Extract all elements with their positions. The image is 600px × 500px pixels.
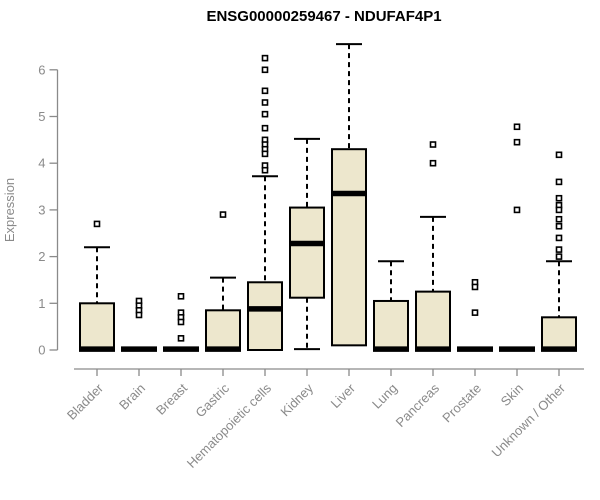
iqr-box	[373, 299, 409, 351]
outlier-point	[177, 318, 185, 326]
box-group-hematopoietic-cells	[247, 54, 283, 351]
outlier-point	[471, 309, 479, 316]
box-group-brain	[121, 297, 157, 352]
box-group-lung	[373, 260, 409, 352]
x-tick-label-skin: Skin	[498, 381, 526, 409]
x-tick-label-prostate: Prostate	[439, 381, 484, 426]
y-tick-label: 3	[38, 202, 45, 217]
x-tick-label-breast: Breast	[153, 380, 190, 417]
x-tick-label-pancreas: Pancreas	[393, 380, 443, 430]
box-group-prostate	[457, 278, 493, 352]
outlier-point	[219, 211, 227, 218]
outlier-point	[555, 222, 563, 230]
box-group-kidney	[289, 137, 325, 351]
outlier-point	[555, 151, 563, 159]
outlier-point	[93, 220, 101, 228]
outlier-point	[261, 110, 269, 118]
outlier-point	[513, 138, 521, 146]
x-tick-label-brain: Brain	[116, 381, 148, 413]
x-tick-label-lung: Lung	[369, 381, 400, 412]
outlier-point	[261, 124, 269, 132]
x-tick-label-liver: Liver	[328, 380, 359, 411]
outlier-point	[261, 166, 269, 174]
box-group-pancreas	[415, 141, 451, 352]
iqr-box	[205, 309, 241, 351]
outlier-point	[261, 99, 269, 106]
iqr-box	[247, 281, 283, 351]
outlier-point	[555, 178, 563, 186]
outlier-point	[177, 292, 185, 300]
x-tick-label-unknown-other: Unknown / Other	[489, 380, 569, 460]
outlier-point	[555, 246, 563, 253]
x-tick-label-kidney: Kidney	[277, 380, 316, 419]
outlier-point	[429, 159, 437, 167]
y-axis-label: Expression	[2, 178, 17, 242]
box-group-breast	[163, 292, 199, 352]
y-tick-label: 4	[38, 156, 45, 171]
y-tick-label: 6	[38, 62, 45, 77]
outlier-point	[135, 311, 143, 319]
outlier-point	[261, 150, 269, 158]
outlier-point	[555, 234, 563, 242]
iqr-box	[79, 302, 115, 351]
y-tick-label: 0	[38, 343, 45, 358]
outlier-point	[555, 194, 563, 202]
iqr-box	[541, 316, 577, 351]
y-tick-label: 1	[38, 296, 45, 311]
chart-title: ENSG00000259467 - NDUFAF4P1	[206, 8, 441, 25]
outlier-point	[471, 283, 479, 291]
outlier-point	[555, 215, 563, 223]
box-group-unknown-other	[541, 151, 577, 352]
outlier-point	[555, 253, 563, 260]
outlier-point	[177, 335, 185, 342]
box-group-liver	[331, 43, 367, 347]
outlier-point	[261, 87, 269, 95]
outlier-point	[513, 206, 521, 214]
outlier-point	[261, 66, 269, 74]
iqr-box	[289, 206, 325, 299]
outlier-point	[555, 206, 563, 214]
iqr-box	[415, 290, 451, 351]
outlier-point	[261, 54, 269, 62]
y-tick-label: 2	[38, 249, 45, 264]
box-group-skin	[499, 123, 535, 352]
box-group-bladder	[79, 220, 115, 352]
x-tick-label-bladder: Bladder	[64, 380, 107, 423]
iqr-box	[331, 148, 367, 347]
y-tick-label: 5	[38, 109, 45, 124]
x-tick-label-gastric: Gastric	[192, 380, 232, 420]
box-group-gastric	[205, 211, 241, 352]
outlier-point	[513, 123, 521, 131]
outlier-point	[429, 141, 437, 148]
